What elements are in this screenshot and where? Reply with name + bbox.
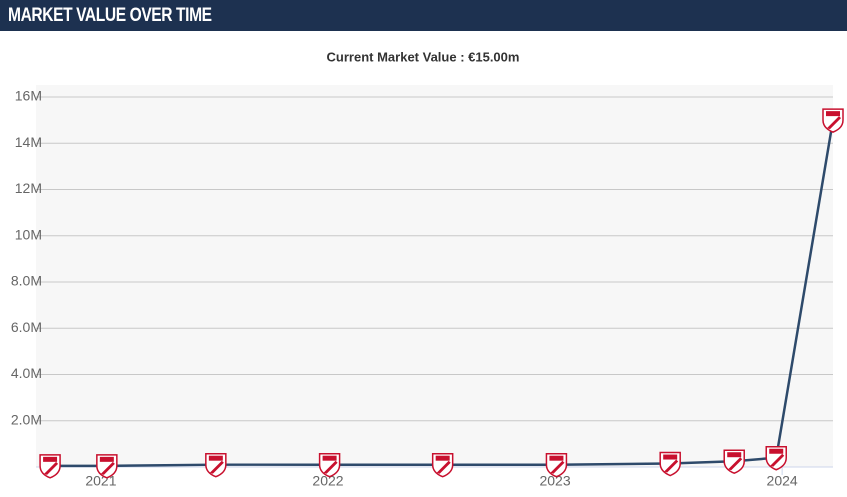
crest-stripe — [100, 461, 115, 475]
x-tick-label: 2022 — [312, 473, 343, 489]
y-tick-label: 6.0M — [11, 319, 42, 335]
x-tick-label: 2024 — [767, 473, 798, 489]
club-crest-marker — [39, 454, 61, 479]
club-crest-marker — [431, 452, 454, 478]
y-tick-label: 4.0M — [11, 365, 42, 381]
y-tick-label: 10M — [15, 226, 42, 242]
crest-band — [43, 456, 58, 462]
club-crest-marker — [822, 108, 844, 133]
crest-stripe — [728, 457, 743, 471]
crest-stripe — [664, 459, 679, 473]
crest-band — [435, 455, 450, 461]
crest-stripe — [827, 116, 841, 130]
crest-band — [727, 452, 742, 458]
plot-background — [36, 85, 833, 467]
header-bar: MARKET VALUE OVER TIME — [0, 0, 847, 31]
y-tick-label: 2.0M — [11, 411, 42, 427]
crest-stripe — [209, 460, 224, 474]
crest-stripe — [770, 453, 785, 467]
crest-band — [826, 111, 840, 117]
header-title: MARKET VALUE OVER TIME — [8, 5, 212, 26]
crest-band — [663, 454, 678, 460]
crest-band — [322, 455, 337, 461]
y-tick-label: 14M — [15, 134, 42, 150]
crest-stripe — [44, 461, 59, 475]
y-tick-label: 8.0M — [11, 273, 42, 289]
value-line — [50, 119, 835, 468]
x-tick-label: 2023 — [539, 473, 570, 489]
club-crest-marker — [318, 452, 341, 478]
crest-stripe — [436, 460, 451, 474]
club-crest-marker — [765, 446, 787, 471]
crest-band — [769, 448, 784, 454]
y-tick-label: 16M — [15, 88, 42, 104]
crest-band — [99, 456, 114, 462]
chart-title: Current Market Value : €15.00m — [327, 49, 520, 64]
chart: Current Market Value : €15.00m 2.0M 4.0M 6… — [11, 49, 844, 489]
club-crest-marker — [96, 454, 118, 479]
club-crest-marker — [659, 451, 681, 477]
club-crest-marker — [545, 452, 568, 478]
club-crest-marker — [205, 452, 227, 478]
club-crest-marker — [723, 449, 745, 475]
crest-stripe — [550, 460, 565, 474]
y-tick-label: 12M — [15, 180, 42, 196]
crest-stripe — [323, 460, 338, 474]
crest-band — [549, 455, 564, 461]
crest-band — [208, 455, 223, 461]
